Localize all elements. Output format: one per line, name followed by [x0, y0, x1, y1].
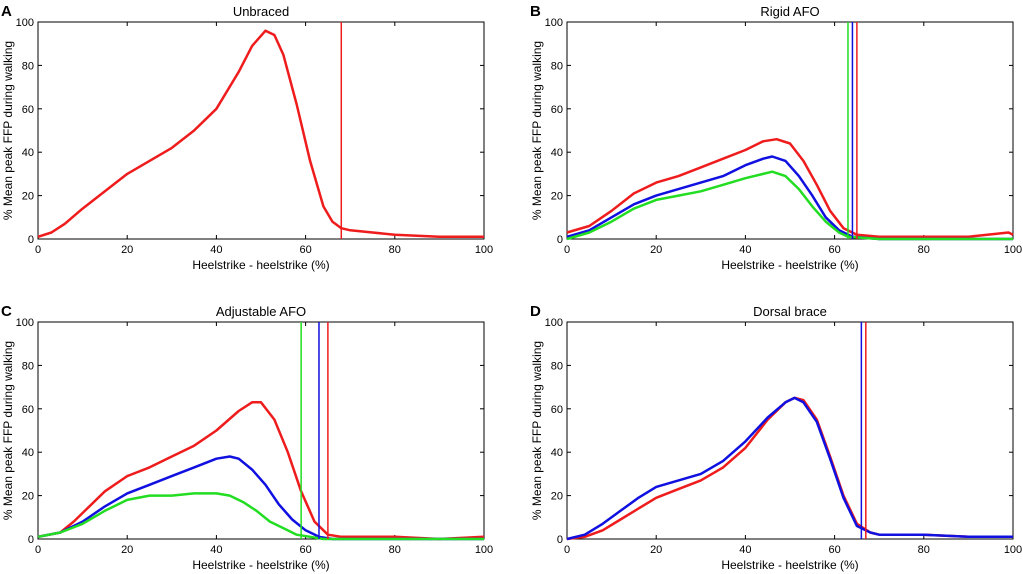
panel-b-title: Rigid AFO [760, 4, 819, 19]
panel-c-x-tick-label: 60 [299, 544, 311, 556]
panel-a-y-axis-label: % Mean peak FFP during walking [1, 41, 15, 220]
panel-c-x-axis-label: Heelstrike - heelstrike (%) [192, 558, 329, 572]
panel-d-y-tick-label: 20 [551, 491, 563, 503]
panel-b-letter: B [530, 3, 541, 20]
panel-b-series-green [566, 170, 1013, 241]
panel-d-x-tick-label: 20 [650, 544, 662, 556]
panel-c-letter: C [1, 303, 12, 320]
panel-b-plot-frame [566, 21, 1014, 240]
panel-a-plot-frame [37, 21, 485, 240]
panel-b-x-tick-label: 60 [828, 244, 840, 256]
panel-b-x-tick-label: 100 [1004, 244, 1022, 256]
panel-d-x-tick-label: 100 [1004, 544, 1022, 556]
panel-c-y-axis-label: % Mean peak FFP during walking [1, 341, 15, 520]
panel-c-series-green [37, 492, 484, 541]
panel-d-title: Dorsal brace [753, 304, 827, 319]
panel-c-y-tick-label: 40 [22, 447, 34, 459]
panel-b-y-tick-label: 100 [545, 17, 563, 29]
panel-c-series-red [37, 401, 485, 541]
panel-a-x-tick-label: 100 [475, 244, 493, 256]
panel-c-x-tick-label: 80 [389, 544, 401, 556]
panel-a-x-axis-label: Heelstrike - heelstrike (%) [192, 258, 329, 272]
panel-d-y-tick-label: 60 [551, 404, 563, 416]
panel-c-y-tick-label: 20 [22, 491, 34, 503]
panel-a-x-tick-label: 60 [299, 244, 311, 256]
panel-b-y-tick-label: 80 [551, 60, 563, 72]
panel-b-y-tick-label: 60 [551, 104, 563, 116]
panel-d-x-tick-label: 40 [739, 544, 751, 556]
panel-b-x-tick-label: 40 [739, 244, 751, 256]
panel-d-x-tick-label: 60 [828, 544, 840, 556]
panel-c-x-tick-label: 0 [35, 544, 41, 556]
panel-c-series-blue [37, 455, 484, 541]
panel-b-y-tick-label: 0 [557, 234, 563, 246]
panel-d-plot-frame [566, 321, 1014, 540]
panel-b-y-tick-label: 20 [551, 191, 563, 203]
panel-d-series-red [566, 396, 1013, 541]
panel-a-title: Unbraced [233, 4, 289, 19]
panel-c-x-tick-label: 40 [210, 544, 222, 556]
panel-a-y-tick-label: 0 [28, 234, 34, 246]
panel-c-y-tick-label: 80 [22, 360, 34, 372]
panel-a-y-tick-label: 100 [16, 17, 34, 29]
panel-c-y-tick-label: 0 [28, 534, 34, 546]
panel-a-letter: A [1, 3, 12, 20]
panel-a-y-tick-label: 20 [22, 191, 34, 203]
panel-d-letter: D [530, 303, 541, 320]
panel-b-y-axis-label: % Mean peak FFP during walking [530, 41, 544, 220]
panel-a-y-tick-label: 40 [22, 147, 34, 159]
panel-b-x-tick-label: 20 [650, 244, 662, 256]
panel-d-y-tick-label: 40 [551, 447, 563, 459]
panel-a-x-tick-label: 80 [389, 244, 401, 256]
panel-a-y-tick-label: 80 [22, 60, 34, 72]
panel-c-title: Adjustable AFO [216, 304, 306, 319]
panel-d-series-blue [566, 396, 1013, 541]
panel-d-x-tick-label: 80 [918, 544, 930, 556]
panel-b-y-tick-label: 40 [551, 147, 563, 159]
panel-b-x-tick-label: 0 [564, 244, 570, 256]
panel-a-y-tick-label: 60 [22, 104, 34, 116]
panel-c-x-tick-label: 100 [475, 544, 493, 556]
panel-c-x-tick-label: 20 [121, 544, 133, 556]
panel-c-y-tick-label: 100 [16, 317, 34, 329]
panel-c-y-tick-label: 60 [22, 404, 34, 416]
panel-b-series-blue [566, 155, 1013, 241]
panel-a-x-tick-label: 0 [35, 244, 41, 256]
panel-d-y-tick-label: 80 [551, 360, 563, 372]
panel-d-x-axis-label: Heelstrike - heelstrike (%) [721, 558, 858, 572]
panel-d-y-tick-label: 100 [545, 317, 563, 329]
panel-b-x-axis-label: Heelstrike - heelstrike (%) [721, 258, 858, 272]
panel-a-series-red [37, 29, 484, 239]
panel-d-x-tick-label: 0 [564, 544, 570, 556]
panel-a-x-tick-label: 40 [210, 244, 222, 256]
panel-d-y-axis-label: % Mean peak FFP during walking [530, 341, 544, 520]
panel-a-x-tick-label: 20 [121, 244, 133, 256]
panel-d-y-tick-label: 0 [557, 534, 563, 546]
panel-c-plot-frame [37, 321, 485, 540]
panel-b-series-red [566, 137, 1014, 239]
panel-b-x-tick-label: 80 [918, 244, 930, 256]
